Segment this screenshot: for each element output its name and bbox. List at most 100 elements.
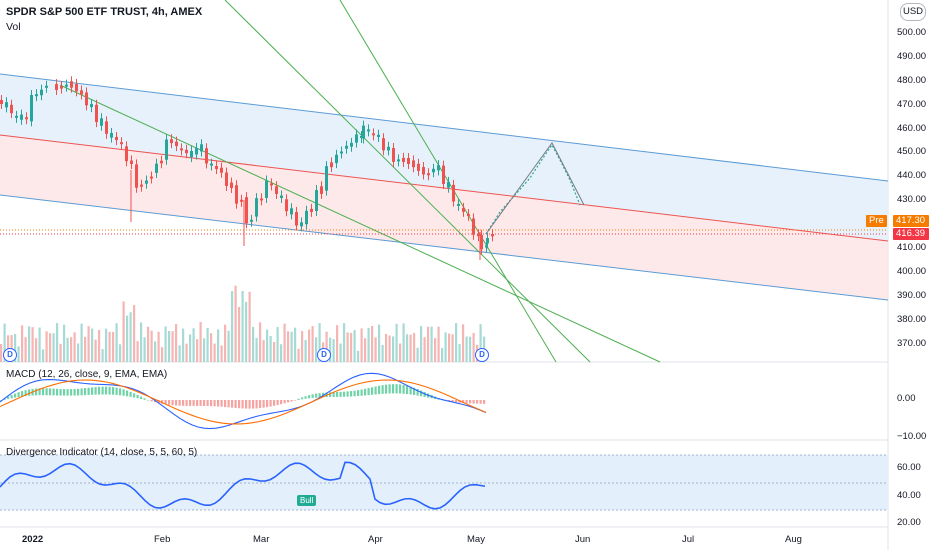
volume-bar — [273, 342, 276, 362]
macd-histogram-bar — [416, 389, 419, 396]
candle-body — [250, 219, 253, 222]
candle-body — [467, 214, 470, 217]
candle-body — [25, 117, 28, 120]
macd-histogram-bar — [329, 392, 332, 398]
channel-upper-fill — [0, 74, 888, 241]
candle-body — [362, 125, 365, 139]
price-tick: 400.00 — [897, 266, 927, 277]
macd-histogram-bar — [210, 400, 213, 407]
macd-histogram-bar — [255, 400, 258, 409]
volume-bar — [437, 326, 440, 362]
currency-button[interactable]: USD — [900, 3, 926, 21]
candle-body — [190, 151, 193, 158]
volume-bar — [108, 331, 111, 362]
macd-histogram-bar — [318, 393, 321, 398]
candle-body — [300, 222, 303, 227]
candle-body — [285, 199, 288, 212]
dividend-marker[interactable]: D — [317, 348, 331, 362]
volume-bar — [469, 336, 472, 362]
macd-histogram-bar — [465, 400, 468, 404]
volume-bar — [63, 324, 66, 362]
macd-histogram-bar — [206, 400, 209, 407]
candle-body — [220, 167, 223, 173]
volume-bar — [133, 305, 136, 362]
volume-bar — [448, 333, 451, 362]
candle-body — [275, 186, 278, 195]
macd-histogram-bar — [91, 387, 94, 395]
divergence-tick: 60.00 — [897, 462, 921, 473]
macd-histogram-bar — [367, 388, 370, 396]
divergence-tick: 40.00 — [897, 490, 921, 501]
volume-bar — [315, 337, 318, 362]
candle-body — [125, 146, 128, 162]
macd-histogram-bar — [0, 400, 3, 401]
candle-body — [10, 104, 13, 114]
divergence-tick: 20.00 — [897, 517, 921, 528]
rsi-line — [0, 461, 486, 510]
volume-bar — [196, 339, 199, 362]
volume-bar — [441, 347, 444, 362]
volume-bar — [420, 326, 423, 362]
candle-body — [225, 172, 228, 187]
volume-bar — [399, 343, 402, 362]
volume-bar — [115, 323, 118, 362]
candle-body — [305, 210, 308, 225]
volume-bar — [325, 331, 328, 362]
macd-histogram-bar — [77, 388, 80, 396]
macd-histogram-bar — [175, 400, 178, 406]
candle-body — [140, 184, 143, 187]
dividend-marker[interactable]: D — [475, 348, 489, 362]
candle-body — [65, 84, 68, 87]
time-tick: Mar — [253, 534, 270, 545]
macd-histogram-bar — [409, 386, 412, 395]
macd-histogram-bar — [171, 400, 174, 406]
volume-bar — [252, 326, 255, 362]
macd-histogram-bar — [381, 385, 384, 394]
macd-histogram-bar — [238, 400, 241, 409]
volume-bar — [150, 330, 153, 362]
candle-body — [70, 81, 73, 88]
macd-histogram-bar — [105, 386, 108, 395]
candle-body — [355, 134, 358, 143]
macd-histogram-bar — [343, 391, 346, 397]
macd-histogram-bar — [420, 390, 423, 397]
volume-bar — [388, 335, 391, 362]
price-tick: 480.00 — [897, 75, 927, 86]
candle-body — [345, 145, 348, 149]
macd-histogram-bar — [7, 396, 10, 399]
macd-histogram-bar — [364, 388, 367, 396]
macd-histogram-bar — [458, 400, 461, 403]
volume-bar — [143, 337, 146, 362]
candle-body — [280, 195, 283, 199]
projection-path — [485, 143, 581, 235]
candle-body — [472, 218, 475, 235]
macd-histogram-bar — [119, 388, 122, 396]
macd-histogram-bar — [122, 389, 125, 396]
volume-bar — [304, 339, 307, 362]
volume-bar — [308, 329, 311, 362]
candle-body — [315, 190, 318, 212]
volume-bar — [241, 290, 244, 362]
volume-bar — [392, 336, 395, 362]
channel-bottom-line — [0, 194, 889, 301]
candle-body — [377, 134, 380, 137]
dividend-marker[interactable]: D — [3, 348, 17, 362]
volume-bar — [283, 323, 286, 362]
macd-histogram-bar — [161, 400, 164, 404]
volume-bar — [126, 315, 129, 362]
volume-bar — [455, 323, 458, 362]
candle-body — [230, 182, 233, 188]
volume-bar — [157, 331, 160, 362]
volume-bar — [329, 337, 332, 362]
macd-histogram-bar — [115, 387, 118, 395]
candle-body — [35, 94, 38, 97]
macd-histogram-bar — [269, 400, 272, 407]
macd-histogram-bar — [150, 400, 153, 402]
volume-bar — [31, 327, 34, 362]
volume-bar — [416, 347, 419, 362]
candle-body — [150, 176, 153, 179]
macd-histogram-bar — [483, 400, 486, 404]
candle-body — [427, 173, 430, 176]
